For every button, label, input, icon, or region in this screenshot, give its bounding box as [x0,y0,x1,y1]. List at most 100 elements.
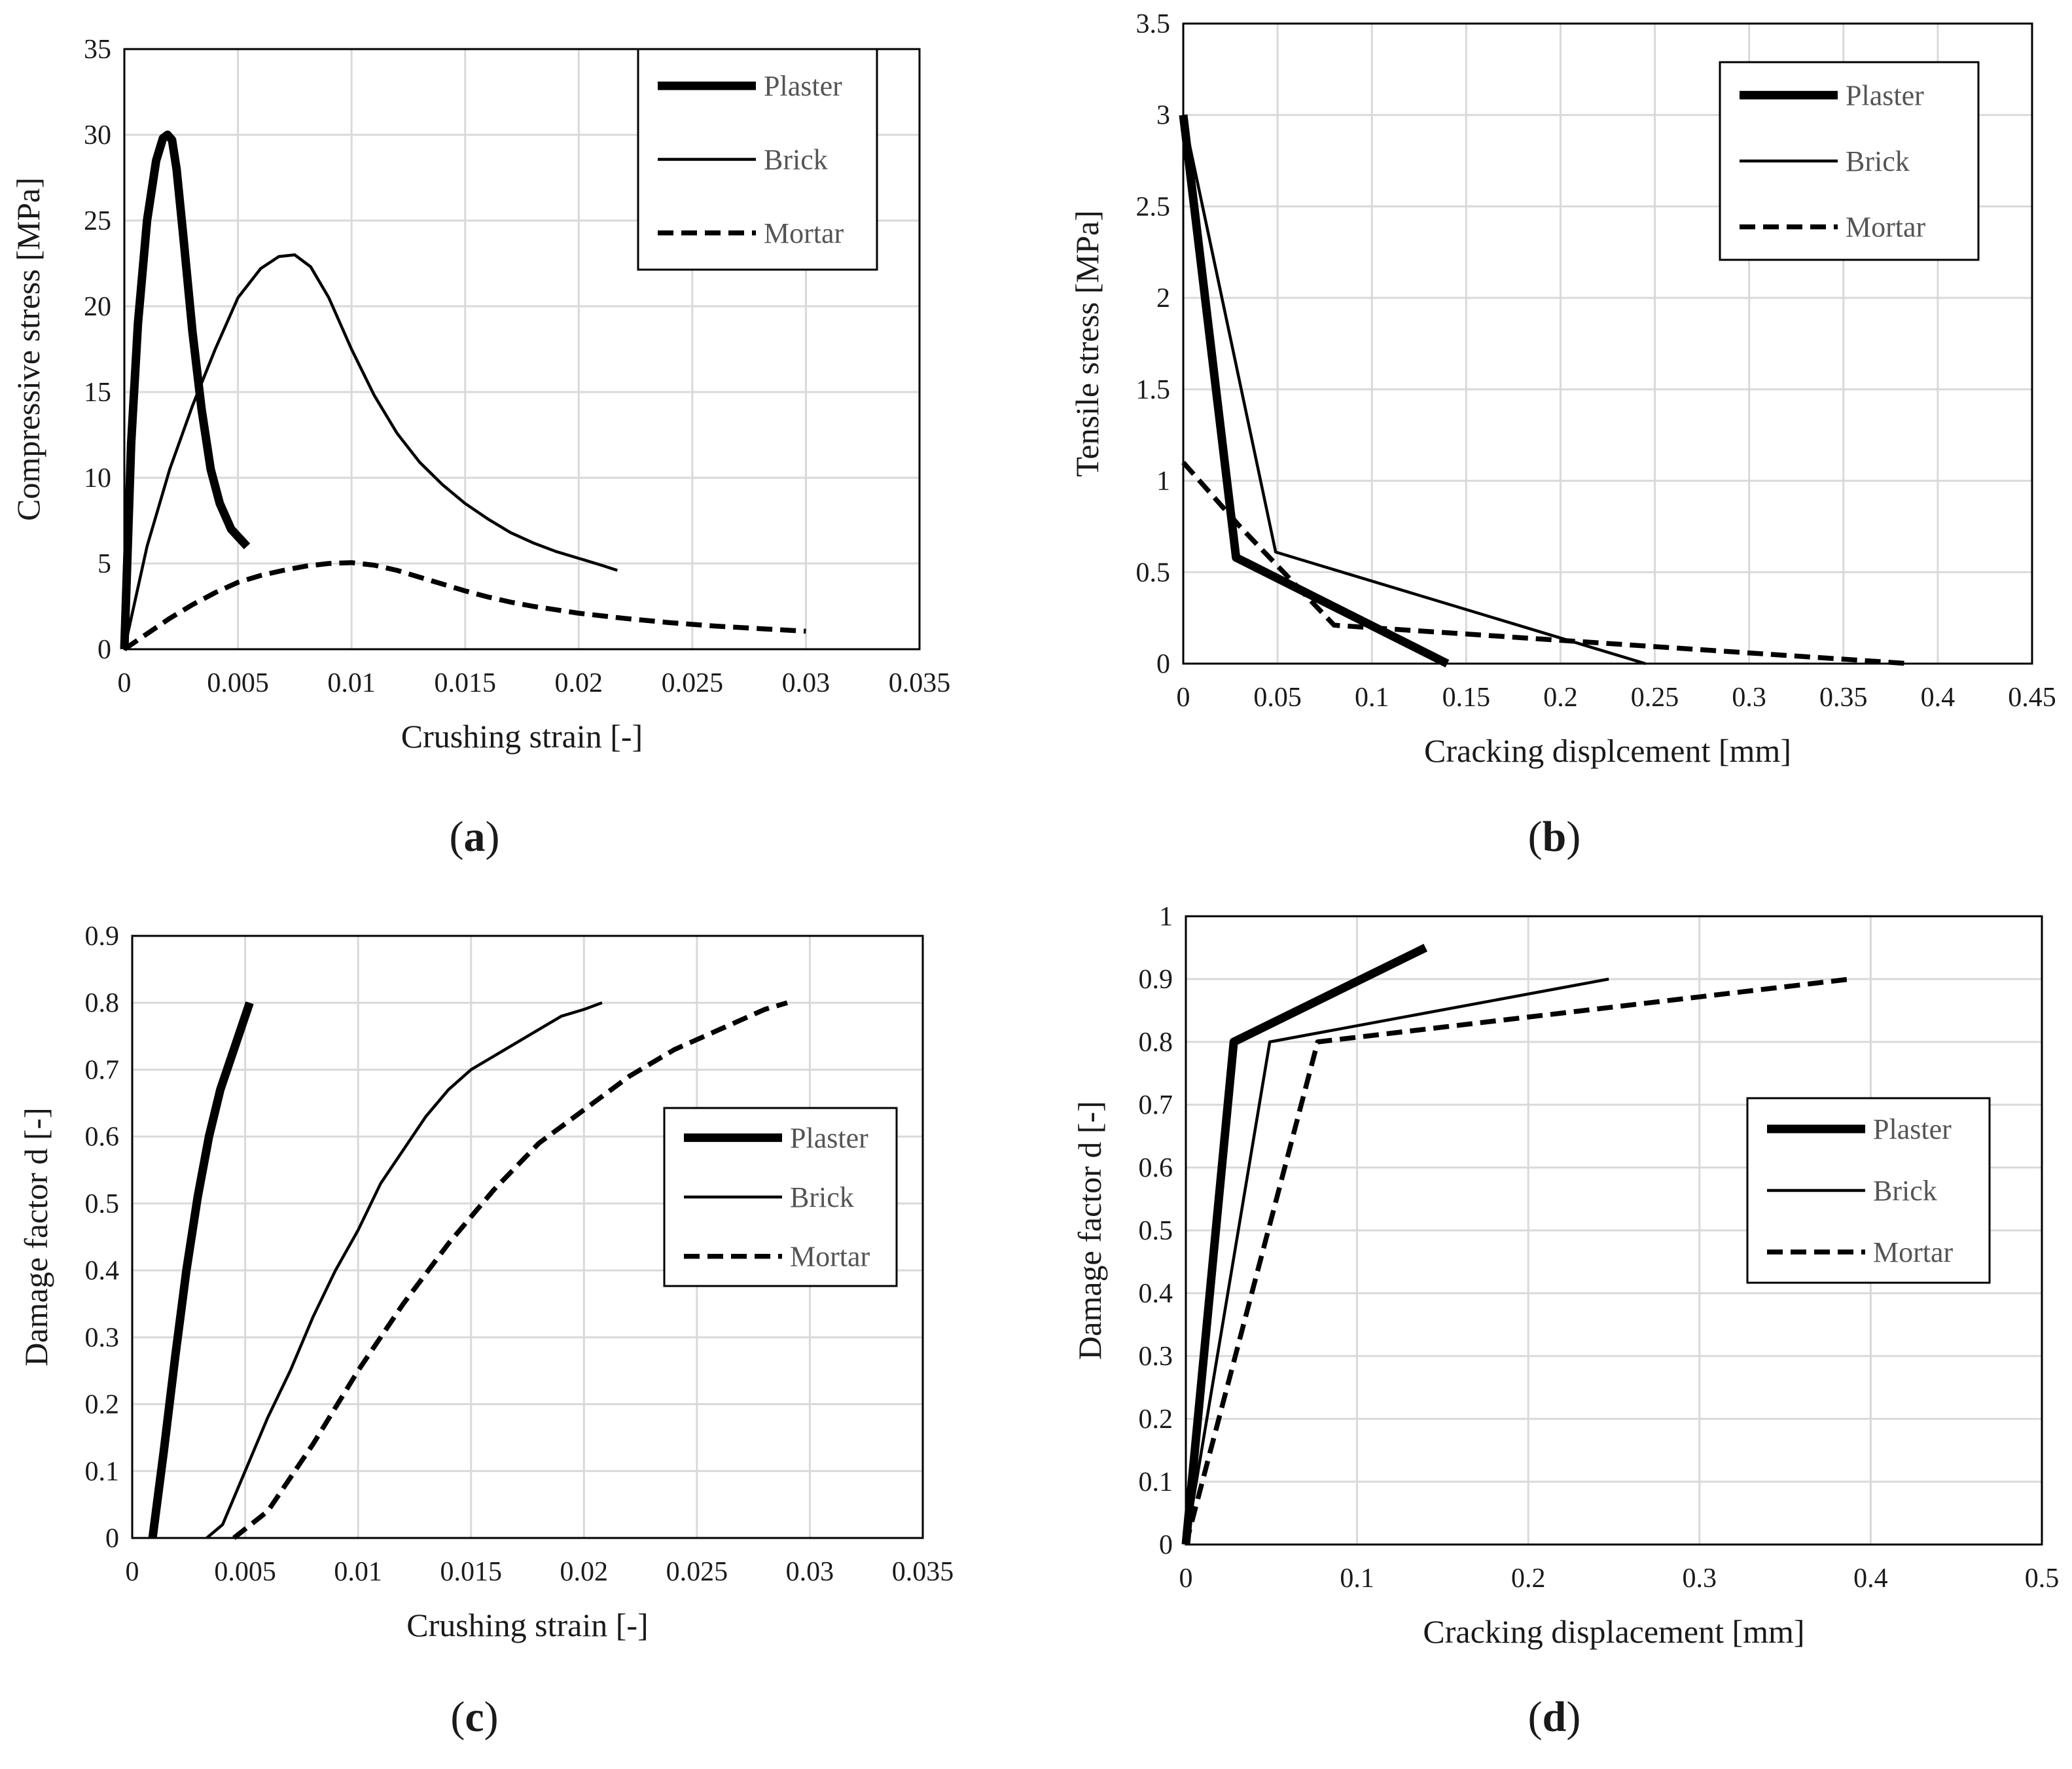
x-tick-label: 0.25 [1631,683,1679,713]
series-line-plaster [148,1001,254,1539]
y-tick-label: 3 [1156,101,1170,131]
y-tick-label: 0.9 [85,921,120,952]
y-tick-label: 2.5 [1136,192,1171,222]
x-tick-label: 0.2 [1543,683,1578,713]
series-line-mortar [1183,976,1851,1545]
y-axis-label: Tensile stress [MPa] [1069,210,1105,477]
plot-area-frame [123,48,921,651]
x-tick-label: 0.05 [1253,683,1302,713]
x-tick-label: 0.035 [889,668,951,698]
y-tick-label: 0.4 [85,1256,120,1286]
y-tick-label: 5 [98,549,111,579]
x-tick-label: 0.01 [327,668,376,698]
y-tick-label: 35 [84,35,111,65]
legend-label-mortar: Mortar [764,217,844,249]
legend-label-plaster: Plaster [790,1122,868,1154]
legend-label-mortar: Mortar [1873,1236,1954,1268]
x-tick-label: 0.01 [334,1557,382,1587]
x-tick-label: 0.5 [2025,1564,2060,1594]
series-line-brick [122,253,618,650]
y-tick-label: 0 [98,635,111,665]
legend: Plaster Brick Mortar [637,48,878,271]
chart-panel-a: 0 0.005 0.01 0.015 0.02 0.025 0.03 0.035 0 5 10 15 2… [10,35,950,861]
y-axis-label: Damage factor d [-] [18,1107,54,1367]
y-tick-label: 0.1 [85,1457,120,1487]
y-tick-label: 1.5 [1136,375,1171,405]
y-tick-label: 1 [1159,902,1173,932]
x-tick-label: 0.3 [1683,1564,1717,1594]
legend-label-mortar: Mortar [790,1241,870,1273]
x-tick-label: 0.005 [214,1557,276,1587]
y-axis-label: Compressive stress [MPa] [10,177,46,521]
legend-label-mortar: Mortar [1846,211,1926,243]
x-tick-label: 0.3 [1732,683,1766,713]
y-tick-label: 0.7 [85,1055,120,1085]
y-axis-label: Damage factor d [-] [1071,1101,1108,1360]
plot-area-frame [131,935,924,1539]
x-tick-label: 0 [118,668,132,698]
x-tick-label: 0.2 [1511,1564,1546,1594]
legend: Plaster Brick Mortar [663,1107,898,1287]
panel-label: (b) [1528,813,1581,861]
legend-label-brick: Brick [764,144,828,176]
x-tick-label: 0.03 [782,668,831,698]
chart-panel-d: 0 0.1 0.2 0.3 0.4 0.5 0 0.1 0.2 0.3 0.4 0.5 0.6 0.7 0.… [1071,902,2059,1741]
y-tick-label: 2 [1156,283,1170,313]
legend-label-brick: Brick [1846,145,1910,177]
legend-label-plaster: Plaster [1873,1113,1952,1145]
y-tick-label: 0 [1156,649,1170,679]
x-tick-label: 0.035 [892,1557,954,1587]
x-tick-label: 0.1 [1340,1564,1374,1594]
y-tick-label: 0 [105,1524,119,1554]
x-tick-label: 0 [1179,1564,1193,1594]
y-tick-label: 3.5 [1136,9,1171,39]
x-tick-label: 0.025 [666,1557,728,1587]
x-axis-label: Crushing strain [-] [401,718,643,755]
y-tick-label: 15 [84,378,111,408]
y-tick-label: 0.6 [85,1122,120,1153]
series-line-plaster [120,130,251,650]
series-line-brick [205,1001,603,1539]
legend-label-brick: Brick [1873,1175,1937,1207]
series-line-mortar [122,560,806,652]
plot-area-frame [1182,22,2033,665]
x-tick-label: 0 [126,1557,139,1587]
x-tick-label: 0.015 [440,1557,502,1587]
x-tick-label: 0.35 [1819,683,1868,713]
x-tick-label: 0.4 [1921,683,1956,713]
y-tick-label: 0.5 [1136,558,1171,588]
chart-panel-c: 0 0.005 0.01 0.015 0.02 0.025 0.03 0.035 0 0.1 0.2… [18,921,954,1741]
x-tick-label: 0.02 [555,668,603,698]
legend: Plaster Brick Mortar [1719,61,1980,261]
y-tick-label: 0.3 [85,1323,120,1353]
plot-area-frame [1185,915,2043,1546]
x-tick-label: 0.1 [1355,683,1389,713]
x-axis-label: Cracking displcement [mm] [1424,732,1791,769]
legend-label-plaster: Plaster [764,70,842,102]
x-tick-label: 0.15 [1442,683,1491,713]
series-line-mortar [1181,461,1910,666]
y-tick-label: 0.8 [1139,1027,1173,1058]
y-tick-label: 0.2 [1139,1404,1173,1435]
x-tick-label: 0 [1177,683,1190,713]
x-axis-label: Cracking displacement [mm] [1423,1613,1804,1650]
x-axis-label: Crushing strain [-] [406,1607,648,1643]
panel-label: (d) [1528,1693,1581,1741]
y-tick-label: 1 [1156,467,1170,497]
y-tick-label: 0.6 [1139,1153,1173,1183]
legend: Plaster Brick Mortar [1746,1097,1991,1284]
y-tick-label: 0.3 [1139,1342,1173,1372]
x-tick-label: 0.005 [207,668,269,698]
series-line-plaster [1181,944,1428,1545]
x-tick-label: 0.4 [1853,1564,1888,1594]
y-tick-label: 0.9 [1139,965,1173,995]
y-tick-label: 20 [84,292,111,322]
chart-panel-b: 0 0.05 0.1 0.15 0.2 0.25 0.3 0.35 0.4 0.45 0 0.5 1 1.… [1069,9,2056,861]
y-tick-label: 25 [84,206,111,236]
x-tick-label: 0.02 [560,1557,609,1587]
legend-label-plaster: Plaster [1846,79,1924,111]
y-tick-label: 0.8 [85,988,120,1018]
x-tick-label: 0.015 [434,668,496,698]
y-tick-label: 0.5 [1139,1216,1173,1246]
